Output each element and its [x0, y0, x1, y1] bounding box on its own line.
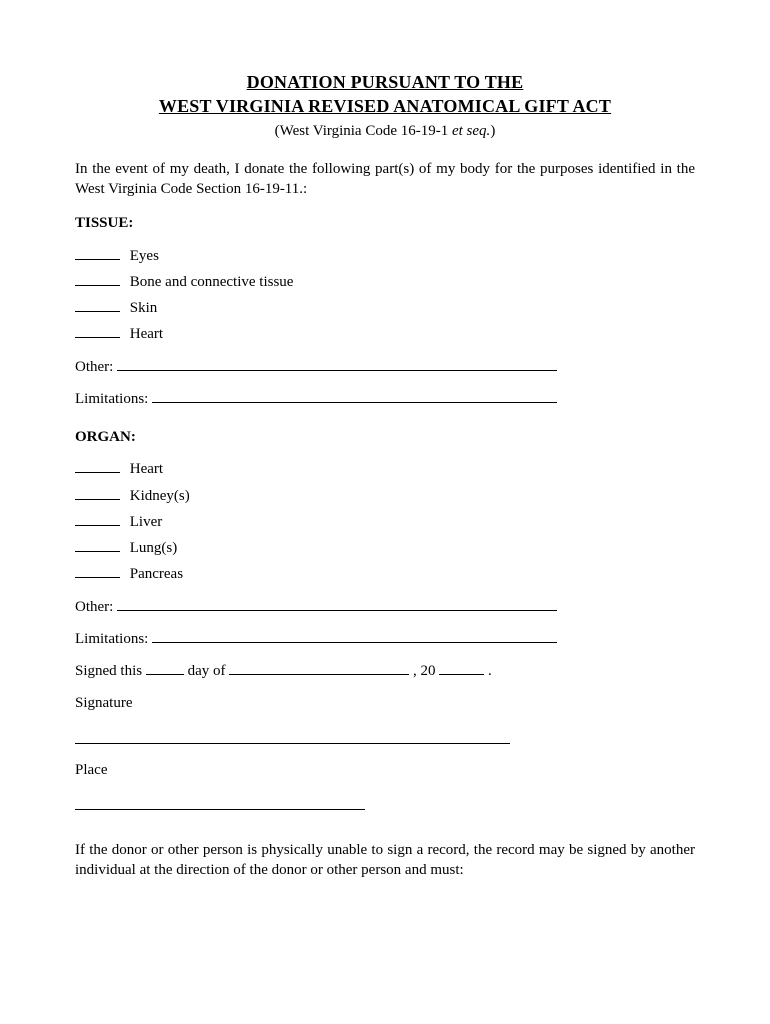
- subtitle-italic: et seq.: [452, 123, 490, 139]
- place-line[interactable]: [75, 808, 365, 810]
- tissue-item-heart[interactable]: Heart: [75, 324, 695, 344]
- organ-item-pancreas[interactable]: Pancreas: [75, 564, 695, 584]
- checkbox-blank[interactable]: [75, 565, 120, 578]
- year-prefix-label: , 20: [413, 663, 436, 679]
- organ-label: Heart: [130, 461, 163, 477]
- tissue-limitations-label: Limitations:: [75, 391, 148, 407]
- day-input[interactable]: [146, 662, 184, 675]
- title-line-2: WEST VIRGINIA REVISED ANATOMICAL GIFT AC…: [75, 94, 695, 118]
- checkbox-blank[interactable]: [75, 273, 120, 286]
- organ-item-heart[interactable]: Heart: [75, 459, 695, 479]
- checkbox-blank[interactable]: [75, 539, 120, 552]
- signed-this-label: Signed this: [75, 663, 146, 679]
- checkbox-blank[interactable]: [75, 299, 120, 312]
- month-input[interactable]: [229, 662, 409, 675]
- subtitle-prefix: (West Virginia Code 16-19-1: [275, 123, 452, 139]
- checkbox-blank[interactable]: [75, 325, 120, 338]
- checkbox-blank[interactable]: [75, 247, 120, 260]
- tissue-label: Bone and connective tissue: [130, 274, 294, 290]
- subtitle-suffix: ): [490, 123, 495, 139]
- tissue-label: Skin: [130, 300, 158, 316]
- date-row[interactable]: Signed this day of , 20 .: [75, 661, 695, 681]
- organ-item-lungs[interactable]: Lung(s): [75, 538, 695, 558]
- intro-paragraph: In the event of my death, I donate the f…: [75, 159, 695, 200]
- tissue-other-row[interactable]: Other:: [75, 357, 695, 377]
- day-of-label: day of: [188, 663, 230, 679]
- footer-paragraph: If the donor or other person is physical…: [75, 840, 695, 881]
- tissue-item-bone[interactable]: Bone and connective tissue: [75, 272, 695, 292]
- place-label: Place: [75, 760, 695, 780]
- organ-limitations-input[interactable]: [152, 630, 557, 643]
- tissue-other-input[interactable]: [117, 358, 557, 371]
- checkbox-blank[interactable]: [75, 460, 120, 473]
- organ-limitations-row[interactable]: Limitations:: [75, 629, 695, 649]
- title-block: DONATION PURSUANT TO THE WEST VIRGINIA R…: [75, 70, 695, 119]
- organ-label: Lung(s): [130, 540, 178, 556]
- organ-heading: ORGAN:: [75, 427, 695, 447]
- organ-other-label: Other:: [75, 599, 113, 615]
- organ-label: Pancreas: [130, 566, 183, 582]
- document-page: DONATION PURSUANT TO THE WEST VIRGINIA R…: [0, 0, 770, 1024]
- organ-item-kidneys[interactable]: Kidney(s): [75, 486, 695, 506]
- organ-limitations-label: Limitations:: [75, 631, 148, 647]
- tissue-item-skin[interactable]: Skin: [75, 298, 695, 318]
- organ-label: Kidney(s): [130, 488, 190, 504]
- signature-label: Signature: [75, 693, 695, 713]
- tissue-limitations-row[interactable]: Limitations:: [75, 389, 695, 409]
- organ-other-input[interactable]: [117, 598, 557, 611]
- organ-label: Liver: [130, 514, 162, 530]
- tissue-other-label: Other:: [75, 359, 113, 375]
- tissue-heading: TISSUE:: [75, 213, 695, 233]
- tissue-limitations-input[interactable]: [152, 390, 557, 403]
- subtitle: (West Virginia Code 16-19-1 et seq.): [75, 121, 695, 141]
- tissue-item-eyes[interactable]: Eyes: [75, 246, 695, 266]
- date-dot: .: [488, 663, 492, 679]
- place-section: Place: [75, 760, 695, 810]
- organ-item-liver[interactable]: Liver: [75, 512, 695, 532]
- year-input[interactable]: [439, 662, 484, 675]
- title-line-1: DONATION PURSUANT TO THE: [75, 70, 695, 94]
- tissue-label: Eyes: [130, 248, 159, 264]
- organ-other-row[interactable]: Other:: [75, 597, 695, 617]
- checkbox-blank[interactable]: [75, 513, 120, 526]
- tissue-label: Heart: [130, 326, 163, 342]
- signature-section: Signature: [75, 693, 695, 743]
- signature-line[interactable]: [75, 742, 510, 744]
- checkbox-blank[interactable]: [75, 487, 120, 500]
